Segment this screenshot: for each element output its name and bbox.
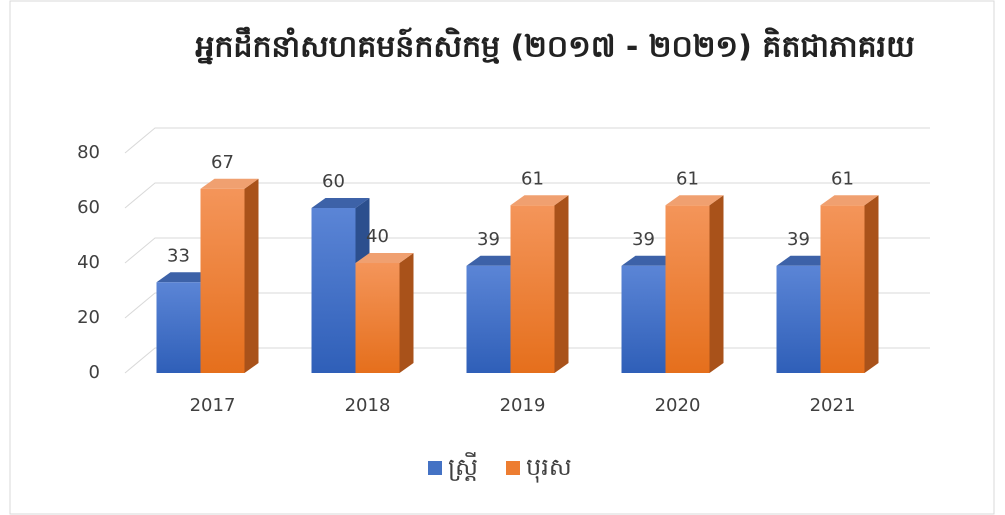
x-tick-label: 2018 — [345, 395, 391, 416]
bar-front — [200, 188, 245, 373]
grid-line — [124, 127, 930, 154]
bar-top — [621, 255, 680, 266]
bar-top — [311, 198, 370, 208]
x-tick-label: 2021 — [810, 395, 856, 416]
bar-top — [355, 253, 414, 263]
bar-front — [621, 265, 666, 373]
bar-top — [510, 195, 569, 206]
data-label: 39 — [632, 229, 655, 250]
data-label: 40 — [366, 226, 389, 247]
bar-front — [665, 205, 710, 373]
y-tick-label: 20 — [77, 307, 100, 328]
data-label: 60 — [322, 171, 345, 192]
grid-line — [124, 182, 930, 209]
legend-label: ស្ត្រី — [448, 452, 478, 481]
bar-side — [709, 195, 724, 373]
chart-title: អ្នកដឹកនាំសហគមន៍កសិកម្ម (២០១៧ - ២០២១) គិ… — [195, 27, 914, 65]
x-tick-label: 2017 — [190, 395, 236, 416]
x-tick-label: 2020 — [655, 395, 701, 416]
bar-front — [311, 208, 356, 373]
data-label: 61 — [831, 168, 854, 189]
bar — [820, 195, 879, 373]
bar — [510, 195, 569, 373]
bar-top — [156, 272, 215, 283]
data-label: 61 — [521, 168, 544, 189]
bar-front — [355, 263, 400, 373]
legend-swatch — [506, 461, 520, 475]
bar-front — [510, 205, 555, 373]
legend-swatch — [428, 461, 442, 475]
bar — [355, 253, 414, 373]
data-label: 33 — [167, 245, 190, 266]
bar-front — [466, 265, 511, 373]
y-tick-label: 0 — [89, 362, 100, 383]
bar-side — [864, 195, 879, 373]
bar-front — [820, 205, 865, 373]
data-label: 61 — [676, 168, 699, 189]
y-tick-label: 40 — [77, 252, 100, 273]
bar-top — [820, 195, 879, 206]
bar-side — [399, 253, 414, 373]
data-label: 67 — [211, 152, 234, 173]
bar-front — [776, 265, 821, 373]
bar-front — [156, 282, 201, 373]
data-label: 39 — [787, 229, 810, 250]
bar — [665, 195, 724, 373]
bar-side — [244, 178, 259, 373]
data-label: 39 — [477, 229, 500, 250]
bar-side — [554, 195, 569, 373]
bar-top — [466, 255, 525, 266]
legend-label: បុរស — [526, 453, 572, 483]
y-tick-label: 80 — [77, 142, 100, 163]
y-tick-label: 60 — [77, 197, 100, 218]
x-tick-label: 2019 — [500, 395, 546, 416]
bar-top — [776, 255, 835, 266]
bar — [200, 178, 259, 373]
bar-top — [665, 195, 724, 206]
bar-top — [200, 178, 259, 189]
